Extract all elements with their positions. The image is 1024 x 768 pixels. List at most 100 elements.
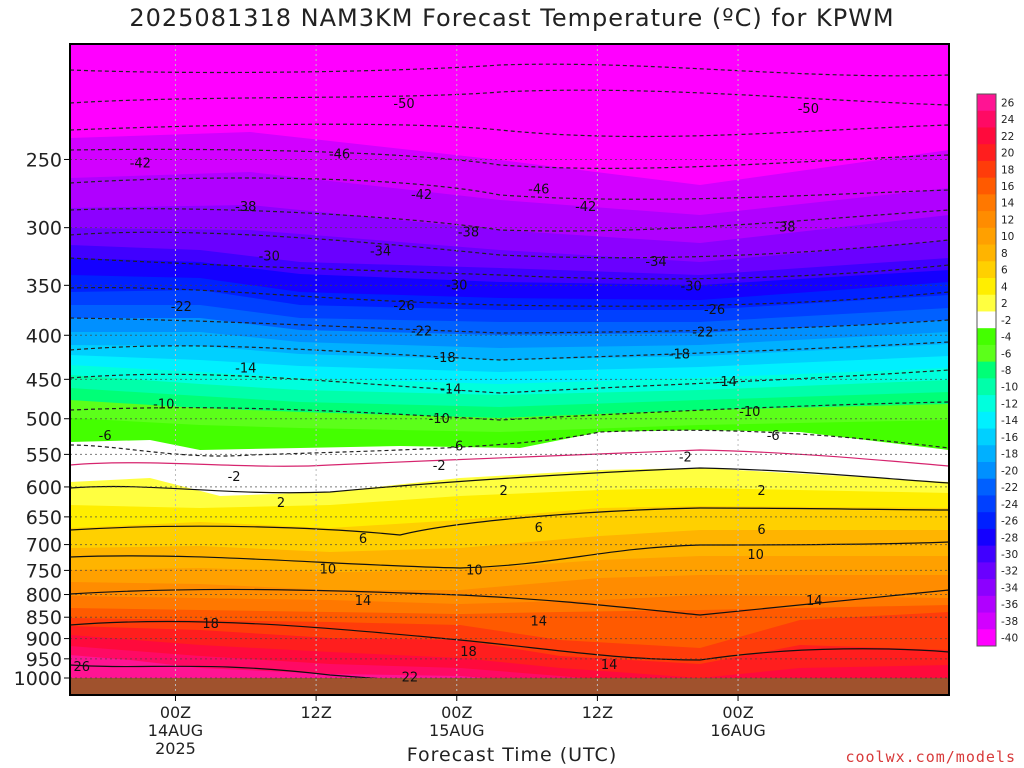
colorbar-label: -6 (1001, 348, 1012, 360)
colorbar-swatch (977, 429, 996, 446)
colorbar-label: -32 (1001, 566, 1018, 578)
colorbar-label: 14 (1001, 198, 1015, 210)
colorbar-swatch (977, 278, 996, 295)
contour-label: -34 (370, 245, 391, 260)
contour-label: -10 (739, 405, 760, 420)
colorbar-label: -38 (1001, 616, 1018, 628)
pressure-tick-label: 1000 (14, 668, 62, 690)
colorbar-label: 24 (1001, 114, 1015, 126)
colorbar-swatch (977, 345, 996, 362)
contour-label: -14 (440, 382, 461, 397)
contour-label: 10 (320, 562, 337, 577)
colorbar-swatch (977, 613, 996, 630)
colorbar-label: -30 (1001, 549, 1018, 561)
time-tick-label: 15AUG (429, 721, 484, 740)
pressure-tick-label: 500 (26, 409, 62, 431)
contour-label: 14 (806, 594, 823, 609)
contour-label: -22 (171, 300, 192, 315)
colorbar-swatch (977, 144, 996, 161)
contour-label: 22 (402, 671, 419, 686)
contour-label: -26 (393, 299, 414, 314)
contour-label: -26 (704, 303, 725, 318)
contour-label: 26 (73, 660, 90, 675)
contour-label: -30 (681, 279, 702, 294)
contour-label: -10 (153, 397, 174, 412)
colorbar-label: 16 (1001, 181, 1015, 193)
pressure-tick-label: 650 (26, 507, 62, 529)
colorbar-swatch (977, 579, 996, 596)
pressure-tick-label: 250 (26, 149, 62, 171)
colorbar-label: 8 (1001, 248, 1008, 260)
contour-label: 2 (277, 496, 285, 511)
contour-label: -50 (798, 102, 819, 117)
colorbar-swatch (977, 94, 996, 111)
contour-label: 10 (466, 563, 483, 578)
colorbar-label: 6 (1001, 265, 1008, 277)
colorbar-swatch (977, 311, 996, 328)
contour-label: -2 (228, 470, 241, 485)
colorbar-swatch (977, 362, 996, 379)
colorbar-label: 26 (1001, 97, 1015, 109)
time-tick-label: 00Z (160, 703, 191, 722)
colorbar-label: -28 (1001, 532, 1018, 544)
time-tick-label: 00Z (441, 703, 472, 722)
contour-label: 6 (757, 523, 765, 538)
colorbar-label: -22 (1001, 482, 1018, 494)
contour-label: -6 (450, 439, 463, 454)
colorbar-swatch (977, 161, 996, 178)
contour-label: 18 (460, 645, 477, 660)
contour-label: -30 (446, 278, 467, 293)
contour-label: -14 (235, 362, 256, 377)
colorbar-swatch (977, 596, 996, 613)
colorbar-swatch (977, 562, 996, 579)
colorbar-label: -4 (1001, 332, 1012, 344)
contour-label: -6 (767, 429, 780, 444)
pressure-tick-label: 400 (26, 325, 62, 347)
time-tick-label: 00Z (722, 703, 753, 722)
colorbar-swatch (977, 194, 996, 211)
colorbar-label: 20 (1001, 148, 1014, 160)
colorbar-swatch (977, 445, 996, 462)
contour-label: 14 (531, 615, 548, 630)
contour-label: -22 (692, 326, 713, 341)
contour-label: 18 (202, 617, 219, 632)
contour-label: -22 (411, 325, 432, 340)
colorbar-swatch (977, 261, 996, 278)
colorbar-swatch (977, 395, 996, 412)
colorbar-label: -8 (1001, 365, 1011, 377)
pressure-tick-label: 350 (26, 275, 62, 297)
colorbar-label: 12 (1001, 214, 1014, 226)
pressure-tick-label: 450 (26, 369, 62, 391)
contour-label: 6 (359, 532, 367, 547)
site-credit[interactable]: coolwx.com/models (845, 748, 1016, 766)
contour-label: -38 (774, 220, 795, 235)
contour-label: -30 (259, 249, 280, 264)
colorbar-swatch (977, 512, 996, 529)
colorbar-label: 18 (1001, 164, 1014, 176)
colorbar: 2624222018161412108642-2-4-6-8-10-12-14-… (977, 94, 1018, 647)
time-tick-label: 14AUG (148, 721, 203, 740)
colorbar-label: 2 (1001, 298, 1008, 310)
colorbar-swatch (977, 529, 996, 546)
contour-label: 14 (601, 658, 618, 673)
colorbar-swatch (977, 378, 996, 395)
contour-label: -2 (679, 450, 692, 465)
colorbar-swatch (977, 328, 996, 345)
colorbar-swatch (977, 462, 996, 479)
colorbar-label: -18 (1001, 449, 1018, 461)
colorbar-label: -12 (1001, 398, 1018, 410)
colorbar-label: 4 (1001, 281, 1008, 293)
time-tick-label: 16AUG (710, 721, 765, 740)
colorbar-label: -2 (1001, 315, 1011, 327)
contour-label: -46 (528, 182, 549, 197)
contour-label: -42 (411, 188, 432, 203)
pressure-axis: 2503003504004505005506006507007508008509… (14, 149, 70, 690)
colorbar-label: 10 (1001, 231, 1014, 243)
contour-label: -6 (99, 429, 112, 444)
colorbar-swatch (977, 228, 996, 245)
pressure-tick-label: 750 (26, 560, 62, 582)
pressure-tick-label: 850 (26, 607, 62, 629)
colorbar-swatch (977, 245, 996, 262)
contour-label: 2 (499, 484, 507, 499)
